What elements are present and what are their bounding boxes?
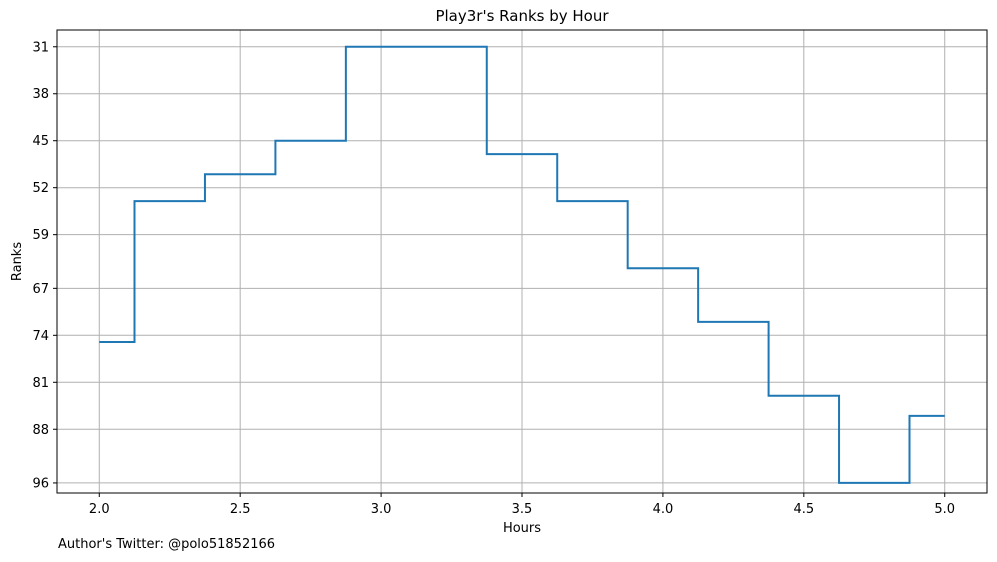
- y-tick-label: 67: [32, 282, 49, 297]
- grid: [57, 30, 987, 493]
- y-tick-label: 31: [32, 40, 49, 55]
- y-tick-label: 52: [32, 181, 49, 196]
- y-tick-label: 81: [32, 376, 49, 391]
- x-tick-label: 4.0: [653, 502, 674, 517]
- rank-step-line: [99, 45, 945, 484]
- x-tick-label: 5.0: [934, 502, 955, 517]
- y-tick-label: 88: [32, 423, 49, 438]
- x-tick-label: 2.0: [89, 502, 110, 517]
- x-axis-title: Hours: [503, 521, 541, 536]
- y-axis-title: Ranks: [10, 242, 25, 281]
- ticks: 2.0 2.5 3.0 3.5 4.0 4.5 5.0 31 38 45 52 59 67 74 81 88 9…: [32, 40, 955, 517]
- author-footnote: Author's Twitter: @polo51852166: [58, 537, 276, 552]
- y-tick-label: 59: [32, 228, 49, 243]
- x-tick-label: 3.0: [371, 502, 392, 517]
- y-tick-label: 74: [32, 329, 49, 344]
- y-tick-label: 45: [32, 134, 49, 149]
- x-tick-label: 4.5: [793, 502, 814, 517]
- x-tick-label: 3.5: [512, 502, 533, 517]
- y-tick-label: 96: [32, 476, 49, 491]
- x-tick-label: 2.5: [230, 502, 251, 517]
- y-tick-label: 38: [32, 87, 49, 102]
- chart-title: Play3r's Ranks by Hour: [435, 7, 609, 25]
